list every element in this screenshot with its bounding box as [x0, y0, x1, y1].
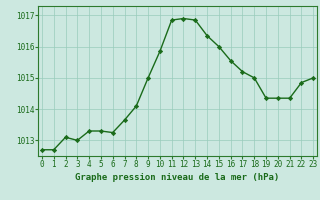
- X-axis label: Graphe pression niveau de la mer (hPa): Graphe pression niveau de la mer (hPa): [76, 173, 280, 182]
